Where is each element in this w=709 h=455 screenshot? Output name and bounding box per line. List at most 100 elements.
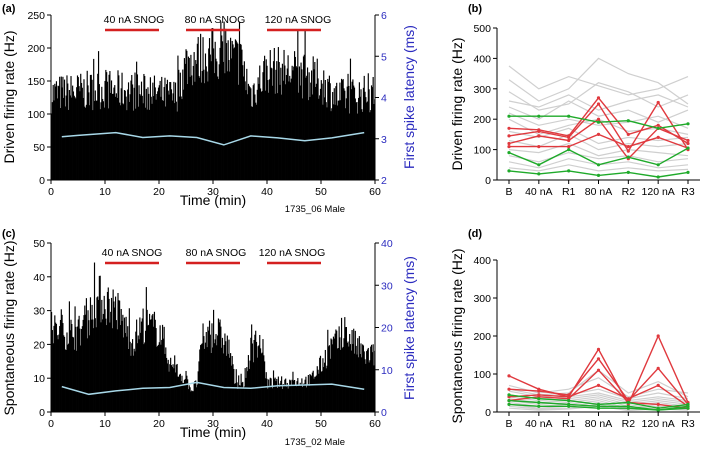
histogram-bar xyxy=(270,67,272,180)
histogram-bar xyxy=(240,44,242,180)
histogram-bar xyxy=(252,85,254,180)
histogram-bar xyxy=(140,81,143,180)
panel-c-y2-label: First spike latency (ms) xyxy=(401,256,417,400)
histogram-bar xyxy=(125,96,127,180)
histogram-bar xyxy=(224,73,226,180)
histogram-bar xyxy=(284,65,286,180)
histogram-bar xyxy=(352,79,354,180)
histogram-bar xyxy=(101,299,103,412)
histogram-bar xyxy=(320,80,322,180)
panel-c-latency-line xyxy=(61,381,365,396)
histogram-bar xyxy=(215,58,217,180)
x-tick-label: 50 xyxy=(315,186,327,198)
histogram-bar xyxy=(175,101,177,180)
y-tick-label: 100 xyxy=(473,369,491,381)
histogram-bar xyxy=(371,87,373,180)
panel-c-y2-ticks: 0 10 20 30 40 xyxy=(375,238,393,419)
histogram-bar xyxy=(274,377,276,412)
histogram-bar xyxy=(169,81,171,180)
histogram-bar xyxy=(238,375,240,412)
histogram-bar xyxy=(278,62,280,180)
histogram-bar xyxy=(200,82,203,180)
histogram-bar xyxy=(63,335,65,412)
histogram-bar xyxy=(326,365,328,412)
histogram-bar xyxy=(133,348,135,412)
histogram-bar xyxy=(119,324,122,412)
panel-a-y-ticks: 0 50 100 150 200 250 xyxy=(27,10,51,187)
red-series-point xyxy=(656,383,660,387)
histogram-bar xyxy=(290,385,292,412)
histogram-bar xyxy=(93,328,95,412)
histogram-bar xyxy=(326,107,328,180)
histogram-bar xyxy=(335,329,337,412)
histogram-bar xyxy=(214,41,216,180)
histogram-bar xyxy=(83,315,85,412)
histogram-bar xyxy=(312,370,314,412)
y2-tick-label: 0 xyxy=(381,407,387,419)
histogram-bar xyxy=(86,338,88,412)
histogram-bar xyxy=(97,51,100,181)
histogram-bar xyxy=(340,349,342,412)
gray-series-line xyxy=(508,394,689,404)
histogram-bar xyxy=(54,315,56,412)
histogram-bar xyxy=(356,102,358,180)
histogram-bar xyxy=(229,357,231,412)
histogram-bar xyxy=(234,383,237,412)
histogram-bar xyxy=(311,376,313,412)
histogram-bar xyxy=(137,335,139,412)
histogram-bar xyxy=(264,90,266,180)
histogram-bar xyxy=(157,345,159,412)
histogram-bar xyxy=(368,362,370,412)
histogram-bar xyxy=(275,381,277,412)
histogram-bar xyxy=(225,28,227,181)
histogram-bar xyxy=(340,78,343,180)
panel-c-caption: 1735_02 Male xyxy=(285,437,345,448)
histogram-bar xyxy=(57,339,59,412)
y2-tick-label: 5 xyxy=(381,51,387,63)
histogram-bar xyxy=(144,330,147,412)
histogram-bar xyxy=(321,371,323,412)
histogram-bar xyxy=(78,315,80,412)
histogram-bar xyxy=(335,86,337,180)
histogram-bar xyxy=(345,108,347,180)
histogram-bar xyxy=(89,297,92,412)
histogram-bar xyxy=(295,66,297,180)
y-tick-label: 50 xyxy=(33,142,45,154)
histogram-bar xyxy=(358,82,360,180)
red-series-point xyxy=(507,141,511,146)
histogram-bar xyxy=(236,42,238,180)
histogram-bar xyxy=(361,357,363,412)
histogram-bar xyxy=(273,47,275,180)
y-tick-label: 100 xyxy=(27,109,45,121)
histogram-bar xyxy=(177,55,179,180)
histogram-bar xyxy=(336,330,338,412)
histogram-bar xyxy=(170,365,173,412)
histogram-bar xyxy=(362,345,365,412)
histogram-bar xyxy=(371,352,373,412)
green-series-point xyxy=(656,175,660,179)
histogram-bar xyxy=(280,67,282,180)
histogram-bar xyxy=(306,385,309,412)
green-series-point xyxy=(596,163,601,167)
histogram-bar xyxy=(143,344,145,412)
gray-series-line xyxy=(508,142,689,157)
histogram-bar xyxy=(84,106,86,180)
histogram-bar xyxy=(221,347,223,412)
histogram-bar xyxy=(281,63,284,180)
panel-b-label: (b) xyxy=(468,3,482,15)
histogram-bar xyxy=(315,376,317,412)
histogram-bar xyxy=(339,82,341,180)
green-series-point xyxy=(656,126,660,130)
histogram-bar xyxy=(92,110,94,180)
green-series-point xyxy=(567,114,571,118)
histogram-bar xyxy=(166,84,168,180)
histogram-bar xyxy=(149,77,151,180)
histogram-bar xyxy=(225,341,227,412)
histogram-bar xyxy=(182,382,184,412)
histogram-bar xyxy=(180,96,182,180)
red-series-point xyxy=(596,96,601,100)
histogram-bar xyxy=(119,102,121,180)
histogram-bar xyxy=(146,109,148,180)
histogram-bar xyxy=(166,79,168,180)
histogram-bar xyxy=(184,378,186,412)
